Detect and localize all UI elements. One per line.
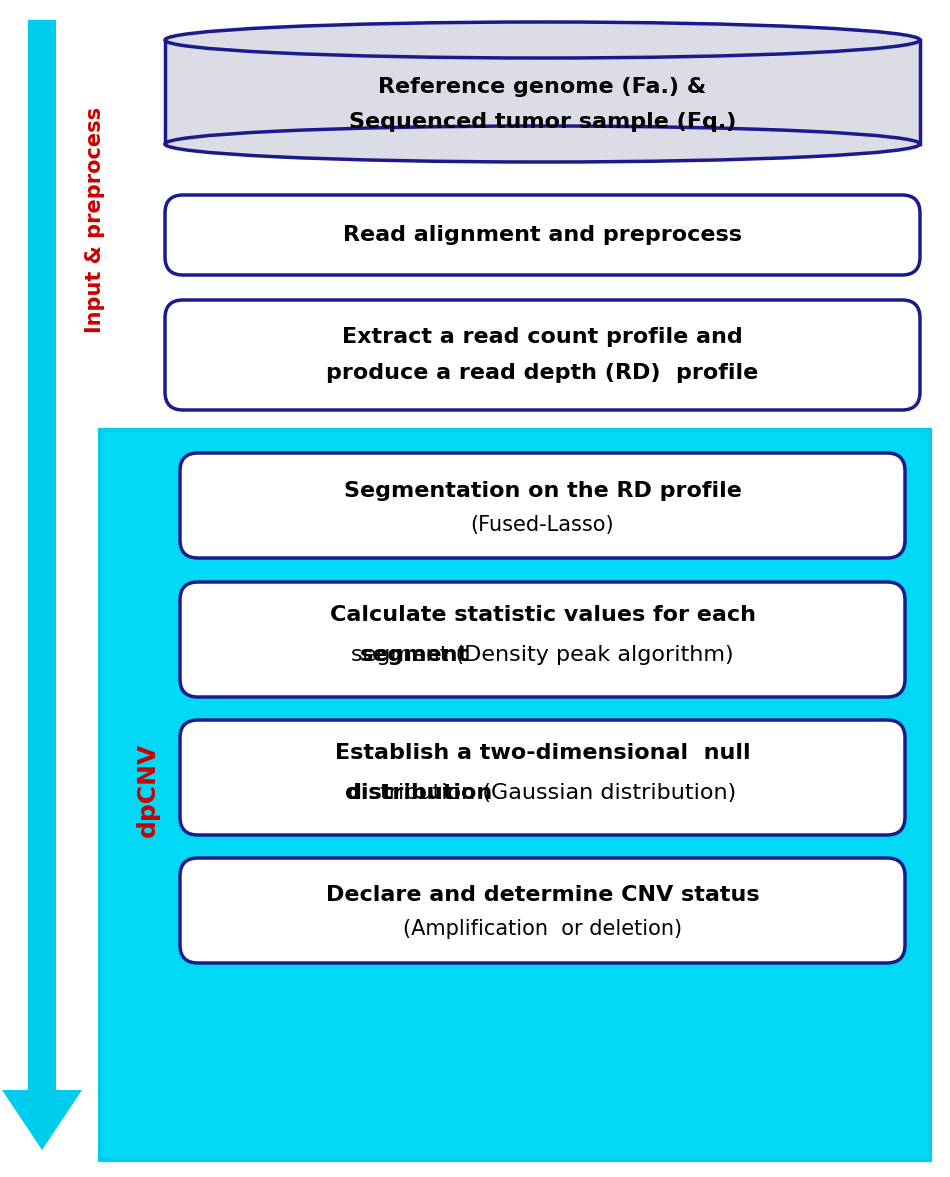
- FancyBboxPatch shape: [180, 453, 905, 558]
- Text: Calculate statistic values for each: Calculate statistic values for each: [330, 605, 755, 625]
- Text: Declare and determine CNV status: Declare and determine CNV status: [326, 885, 759, 905]
- Text: Reference genome (Fa.) &: Reference genome (Fa.) &: [378, 77, 707, 97]
- Text: Read alignment and preprocess: Read alignment and preprocess: [343, 225, 742, 245]
- FancyBboxPatch shape: [180, 581, 905, 697]
- Text: dpCNV: dpCNV: [136, 743, 160, 837]
- Text: segment: segment: [359, 645, 468, 665]
- FancyBboxPatch shape: [165, 195, 920, 275]
- Text: distribution (Gaussian distribution): distribution (Gaussian distribution): [349, 783, 736, 803]
- Polygon shape: [2, 1090, 82, 1150]
- Bar: [28, 20, 56, 1090]
- Text: Sequenced tumor sample (Fq.): Sequenced tumor sample (Fq.): [349, 112, 736, 132]
- Text: Input & preprocess: Input & preprocess: [85, 107, 105, 333]
- Text: segment (Density peak algorithm): segment (Density peak algorithm): [352, 645, 733, 665]
- Text: Extract a read count profile and: Extract a read count profile and: [342, 327, 743, 347]
- FancyBboxPatch shape: [165, 300, 920, 410]
- Ellipse shape: [165, 126, 920, 162]
- Text: Segmentation on the RD profile: Segmentation on the RD profile: [344, 481, 741, 501]
- Text: (Fused-Lasso): (Fused-Lasso): [470, 516, 615, 536]
- FancyBboxPatch shape: [180, 720, 905, 834]
- Bar: [165, 40, 920, 144]
- Text: Establish a two-dimensional  null: Establish a two-dimensional null: [334, 743, 750, 763]
- Text: (Amplification  or deletion): (Amplification or deletion): [403, 919, 682, 939]
- Bar: [100, 430, 930, 1161]
- Text: distribution: distribution: [346, 783, 493, 803]
- FancyBboxPatch shape: [180, 858, 905, 963]
- Ellipse shape: [165, 22, 920, 58]
- Text: produce a read depth (RD)  profile: produce a read depth (RD) profile: [327, 363, 759, 383]
